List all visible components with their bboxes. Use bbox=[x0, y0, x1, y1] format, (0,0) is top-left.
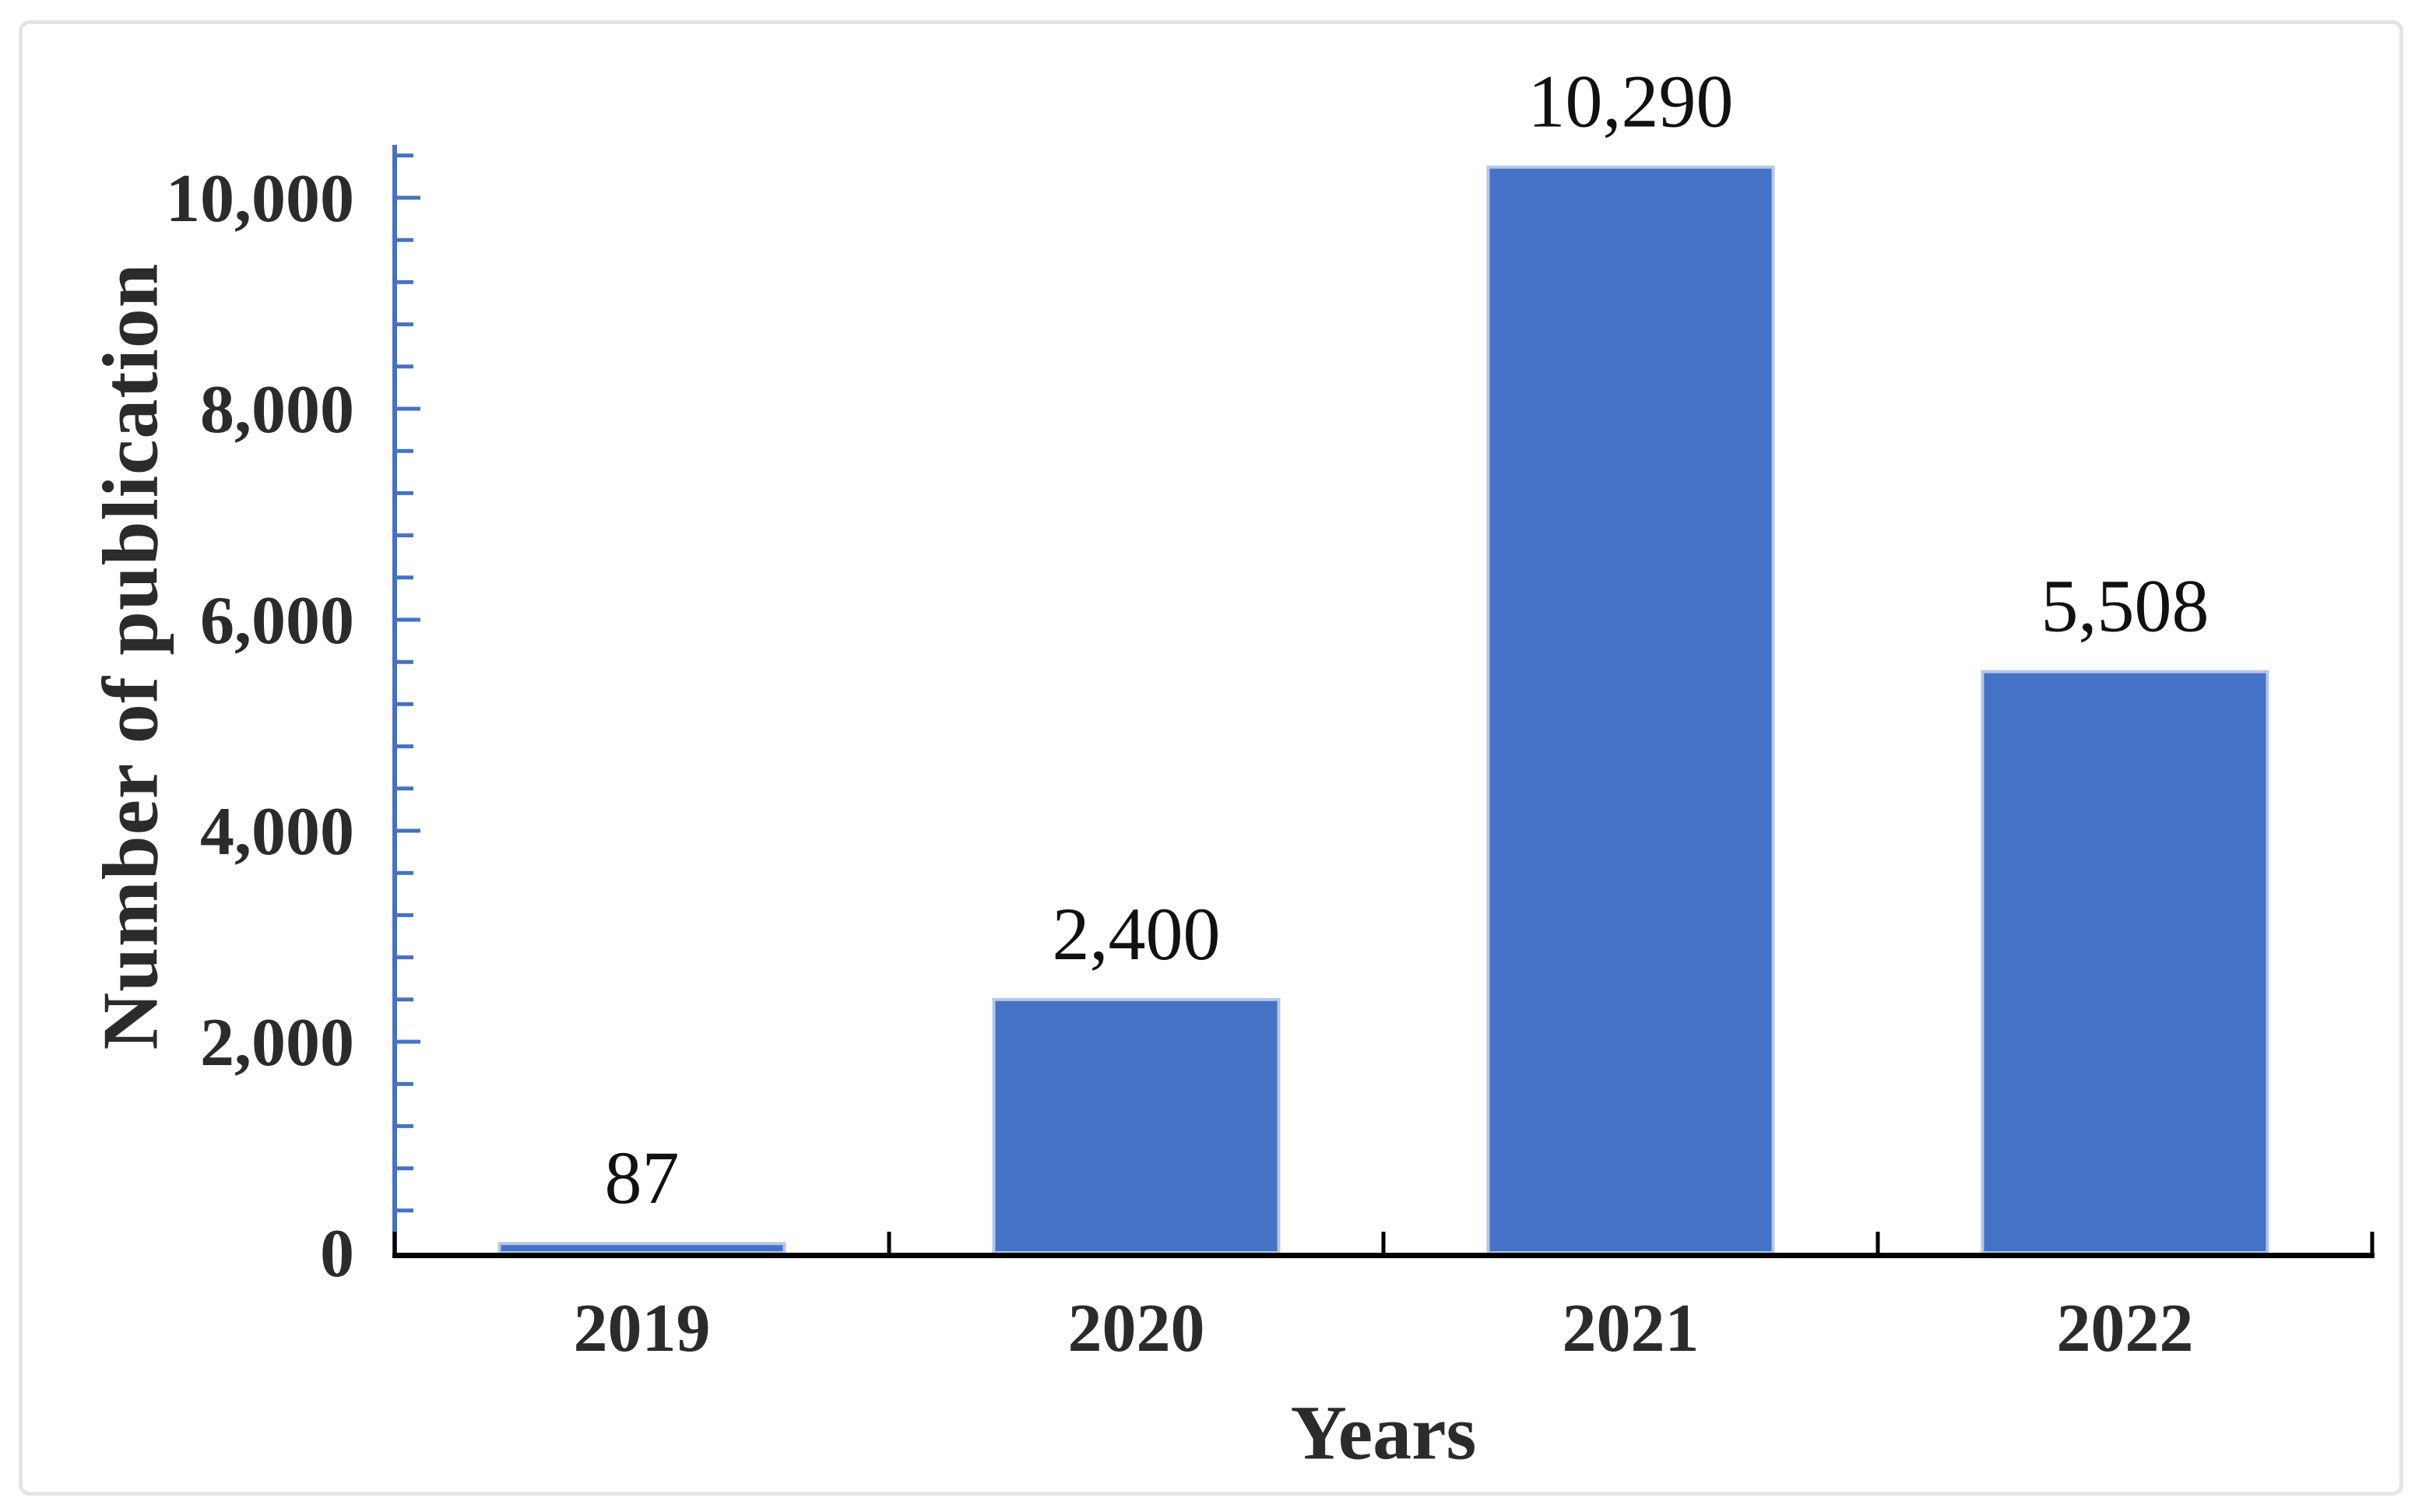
bar-value-label: 10,290 bbox=[1528, 60, 1734, 143]
bar-value-label: 2,400 bbox=[1053, 892, 1221, 976]
bar-2020 bbox=[992, 997, 1281, 1255]
bar-value-label: 87 bbox=[605, 1136, 680, 1219]
x-axis-tick-label: 2019 bbox=[574, 1291, 711, 1366]
y-axis-tick-label: 0 bbox=[320, 1216, 354, 1292]
x-axis-tick-label: 2021 bbox=[1563, 1291, 1700, 1366]
y-axis-tick-label: 6,000 bbox=[200, 583, 354, 659]
y-axis-tick-label: 4,000 bbox=[200, 794, 354, 870]
x-axis-title: Years bbox=[1290, 1389, 1477, 1476]
x-axis-tick-label: 2020 bbox=[1068, 1291, 1205, 1366]
y-axis-title: Number of publication bbox=[86, 262, 175, 1050]
y-axis-tick-label: 2,000 bbox=[200, 1005, 354, 1081]
y-axis-tick-label: 10,000 bbox=[166, 161, 354, 237]
x-axis-tick-label: 2022 bbox=[2057, 1291, 2194, 1366]
bar-2021 bbox=[1486, 165, 1775, 1255]
y-axis-tick-label: 8,000 bbox=[200, 372, 354, 448]
bar-2019 bbox=[497, 1242, 786, 1255]
bar-2022 bbox=[1981, 670, 2269, 1254]
bar-value-label: 5,508 bbox=[2041, 564, 2209, 648]
